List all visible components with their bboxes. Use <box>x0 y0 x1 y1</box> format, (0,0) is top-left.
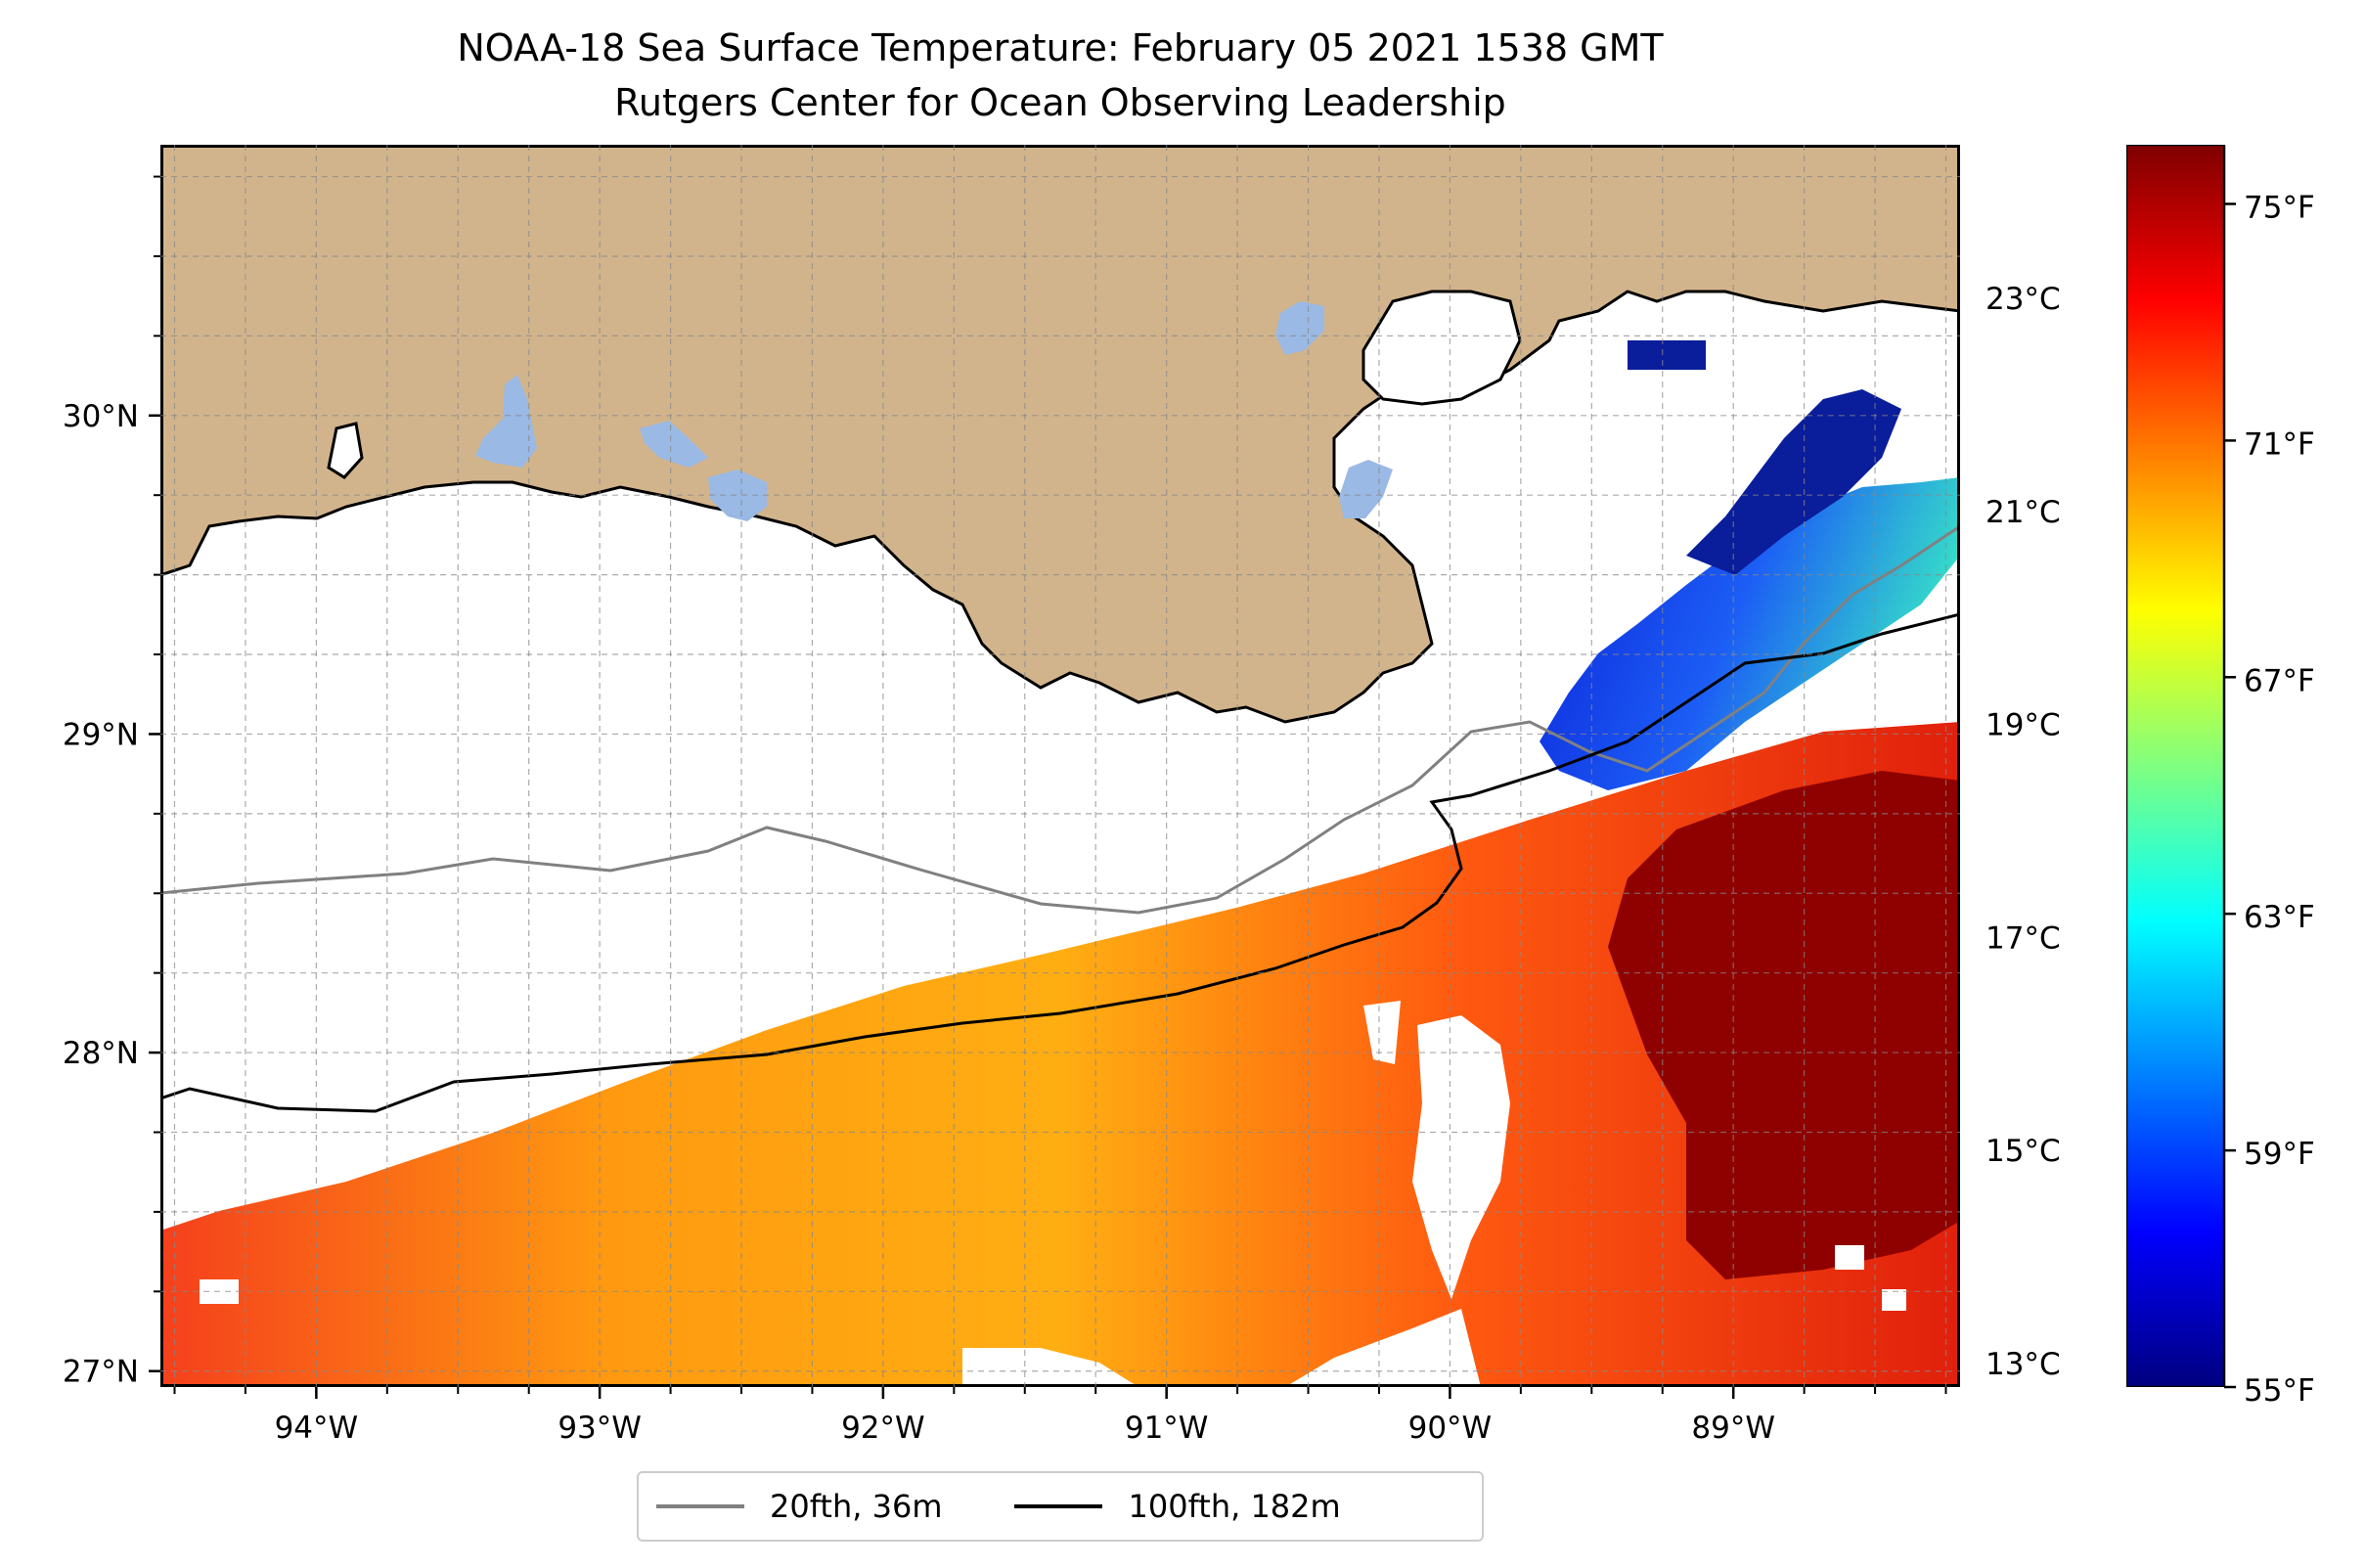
isobath-100fth <box>160 612 1960 1113</box>
legend-line-swatch <box>1014 1504 1103 1508</box>
figure-title: NOAA-18 Sea Surface Temperature: Februar… <box>457 26 1664 69</box>
cloud-gap-1 <box>1412 1015 1510 1299</box>
lon-tick-label: 89°W <box>1691 1411 1775 1446</box>
isobath-20fth <box>160 524 1960 915</box>
lon-tick-label: 92°W <box>841 1411 925 1446</box>
lake-west <box>327 422 364 479</box>
map-frame <box>160 145 1960 1387</box>
lon-tick-label: 91°W <box>1125 1411 1209 1446</box>
lake-1 <box>475 375 537 468</box>
sst-warm-field <box>160 722 1960 1387</box>
sst-cold-coastal-field <box>1686 389 1901 575</box>
graticule <box>160 145 1960 1387</box>
lon-tick-label: 90°W <box>1408 1411 1493 1446</box>
legend-item-20fth: 20fth, 36m <box>639 1473 942 1540</box>
lat-tick-label: 27°N <box>63 1355 139 1390</box>
cloud-gap-7 <box>1882 1289 1906 1311</box>
legend-label: 20fth, 36m <box>770 1488 943 1525</box>
colorbar-gradient <box>2126 145 2226 1387</box>
sst-map <box>160 145 1960 1387</box>
sst-warm-core <box>1608 771 1960 1279</box>
cloud-gap-6 <box>1835 1245 1864 1270</box>
lake-pontchartrain <box>1361 290 1522 406</box>
legend-line-swatch <box>656 1504 744 1508</box>
sst-cold-patch <box>1628 340 1706 370</box>
lake-3 <box>708 470 767 521</box>
colorbar <box>2126 145 2226 1387</box>
land-louisiana <box>160 145 1960 724</box>
colorbar-fahrenheit-axis <box>2224 145 2365 1416</box>
lon-tick-label: 93°W <box>558 1411 642 1446</box>
cloud-gap-2 <box>1285 1309 1481 1387</box>
legend-label: 100fth, 182m <box>1128 1488 1341 1525</box>
lake-5 <box>1339 460 1393 518</box>
cloud-gap-4 <box>1363 1001 1401 1064</box>
figure-subtitle: Rutgers Center for Ocean Observing Leade… <box>614 81 1506 124</box>
lat-tick-label: 28°N <box>63 1036 139 1071</box>
lon-tick-label: 94°W <box>275 1411 359 1446</box>
lat-tick-label: 30°N <box>63 399 139 434</box>
lake-2 <box>640 421 708 468</box>
cloud-gap-3 <box>962 1348 1138 1387</box>
sst-cool-field <box>1539 477 1960 790</box>
colorbar-celsius-axis <box>1960 145 2126 1387</box>
lake-4 <box>1275 301 1324 355</box>
isobath-legend: 20fth, 36m 100fth, 182m <box>637 1471 1484 1542</box>
lat-tick-label: 29°N <box>63 717 139 752</box>
legend-item-100fth: 100fth, 182m <box>997 1473 1341 1540</box>
